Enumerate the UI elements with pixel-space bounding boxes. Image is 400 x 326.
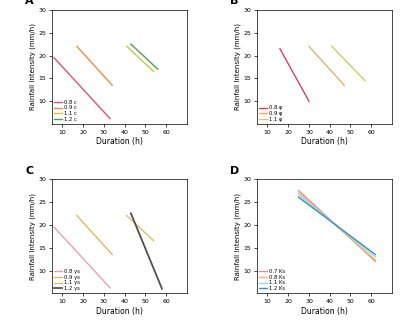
Line: 0.8 φ: 0.8 φ [280,49,309,101]
Line: 0.9 c: 0.9 c [77,46,112,85]
0.8 c [52,56,56,60]
0.9 φ [306,44,311,48]
1.1 Ks [296,193,301,197]
0.7 Ks [296,188,301,192]
X-axis label: Duration (h): Duration (h) [96,307,143,316]
Line: 1.1 γs: 1.1 γs [127,215,154,241]
0.9 c [110,83,114,87]
Y-axis label: Rainfall Intensity (mm/h): Rainfall Intensity (mm/h) [234,193,241,280]
0.8 φ [278,47,282,51]
Line: 1.2 c: 1.2 c [131,44,158,69]
X-axis label: Duration (h): Duration (h) [96,138,143,146]
0.8 Ks [373,258,378,262]
X-axis label: Duration (h): Duration (h) [301,307,348,316]
1.1 Ks [373,255,378,259]
1.1 c [151,69,156,73]
1.2 Ks [373,253,378,257]
Line: 0.9 γs: 0.9 γs [77,215,112,255]
Line: 0.8 γs: 0.8 γs [54,227,110,288]
1.2 γs [160,287,164,291]
X-axis label: Duration (h): Duration (h) [301,138,348,146]
Line: 0.8 c: 0.8 c [54,58,110,119]
1.1 φ [363,79,368,82]
Line: 0.7 Ks: 0.7 Ks [298,190,375,261]
Line: 1.1 c: 1.1 c [127,46,154,71]
Line: 1.2 γs: 1.2 γs [131,213,162,289]
Y-axis label: Rainfall Intensity (mm/h): Rainfall Intensity (mm/h) [29,23,36,111]
1.1 φ [330,44,334,48]
Y-axis label: Rainfall Intensity (mm/h): Rainfall Intensity (mm/h) [234,23,241,111]
0.8 c [108,117,112,121]
0.8 γs [52,225,56,229]
Line: 0.8 Ks: 0.8 Ks [298,193,375,260]
Text: A: A [25,0,34,6]
Text: C: C [25,166,33,176]
1.2 c [128,42,133,46]
1.2 γs [128,211,133,215]
Line: 0.9 φ: 0.9 φ [309,46,344,85]
Legend: 0.8 γs, 0.9 γs, 1.1 γs, 1.2 γs: 0.8 γs, 0.9 γs, 1.1 γs, 1.2 γs [54,268,80,292]
Legend: 0.8 c, 0.9 c, 1.1 c, 1.2 c: 0.8 c, 0.9 c, 1.1 c, 1.2 c [54,99,77,123]
1.2 c [156,67,160,71]
0.9 γs [74,214,79,217]
1.1 γs [151,239,156,243]
1.1 c [124,44,129,48]
0.8 γs [108,286,112,290]
0.9 φ [342,83,347,87]
0.9 c [74,44,79,48]
Line: 1.1 Ks: 1.1 Ks [298,195,375,257]
Y-axis label: Rainfall Intensity (mm/h): Rainfall Intensity (mm/h) [29,193,36,280]
1.1 γs [124,214,129,217]
Line: 1.2 Ks: 1.2 Ks [298,197,375,255]
Text: D: D [230,166,239,176]
0.8 Ks [296,191,301,195]
Line: 1.1 φ: 1.1 φ [332,46,365,81]
Legend: 0.7 Ks, 0.8 Ks, 1.1 Ks, 1.2 Ks: 0.7 Ks, 0.8 Ks, 1.1 Ks, 1.2 Ks [259,268,285,292]
0.8 φ [306,99,311,103]
0.9 γs [110,253,114,257]
0.7 Ks [373,259,378,263]
1.2 Ks [296,195,301,199]
Legend: 0.8 φ, 0.9 φ, 1.1 φ: 0.8 φ, 0.9 φ, 1.1 φ [259,105,282,123]
Text: B: B [230,0,238,6]
